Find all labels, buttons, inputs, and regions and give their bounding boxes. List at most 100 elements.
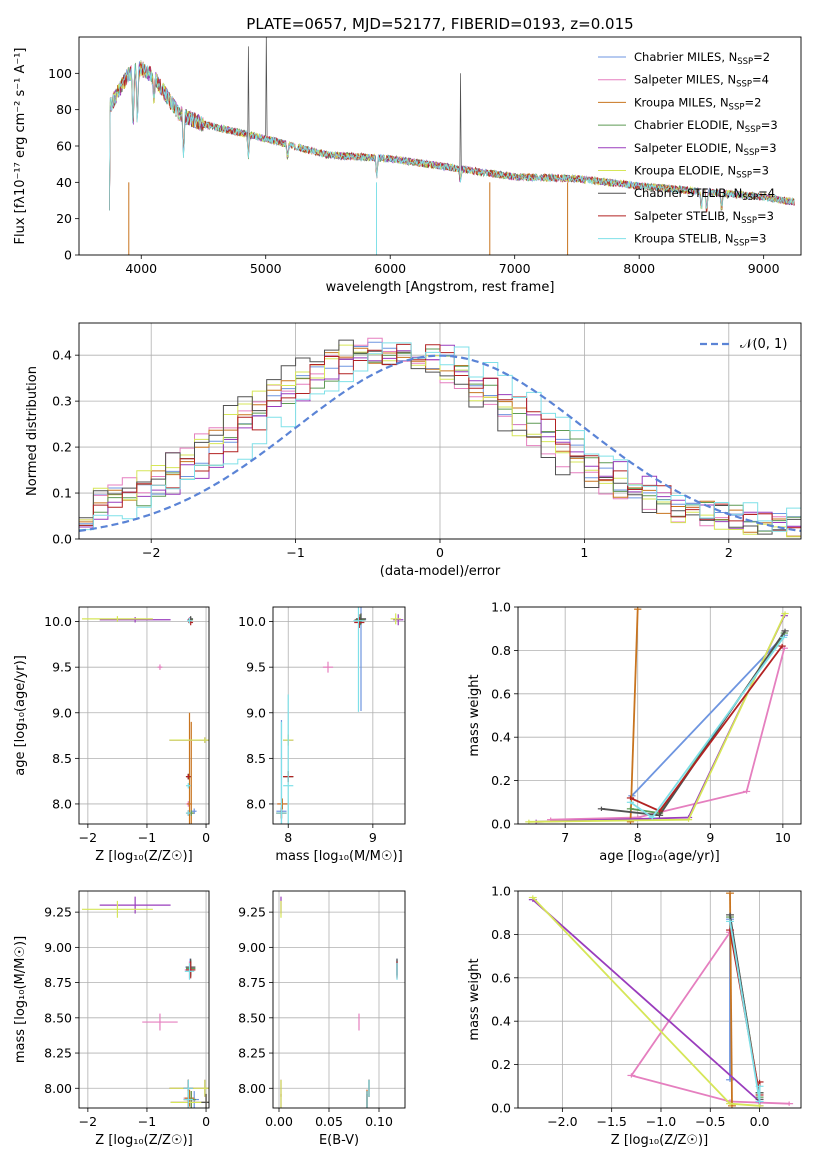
weight-point [755, 1084, 764, 1089]
y-tick-label: 8.0 [52, 796, 72, 811]
legend-sub: SSP [741, 216, 757, 226]
ssp-point [219, 1094, 228, 1111]
x-axis-label: wavelength [Angstrom, rest frame] [326, 280, 555, 295]
x-tick-label: −2 [142, 545, 160, 560]
x-tick-label: −1 [138, 1114, 156, 1129]
x-tick-label: −1.0 [646, 1114, 676, 1129]
x-tick-label: 0.10 [365, 1114, 393, 1129]
legend-sub: SSP [737, 57, 753, 67]
y-tick-label: 100 [48, 66, 72, 81]
y-tick-label: 0.4 [491, 1014, 511, 1029]
weight-line-kroupa-miles [629, 609, 639, 822]
y-tick-label: 8.50 [44, 1010, 72, 1025]
weight-line-kroupa-stelib [729, 921, 761, 1102]
y-tick-label: 8.25 [44, 1046, 72, 1061]
panel-age-vs-Z: −2 −1 0 8.0 8.5 9.0 9.5 10.0 Z [log₁₀(Z/Z☉)] age … [13, 606, 210, 864]
axes-frame [78, 322, 802, 540]
weight-point [755, 1103, 764, 1108]
figure-title: PLATE=0657, MJD=52177, FIBERID=0193, z=0… [246, 15, 633, 33]
legend-sub: SSP [736, 171, 752, 181]
weight-point [779, 635, 788, 640]
y-tick-label: 0 [64, 248, 72, 263]
y-tick-label: 0.3 [52, 394, 72, 409]
ssp-point [366, 1091, 368, 1108]
y-tick-label: 8.75 [44, 975, 72, 990]
weight-point [627, 1073, 636, 1078]
legend-label: Chabrier MILES, NSSP=2 [634, 50, 770, 67]
weight-point [742, 789, 751, 794]
spectrum-line-salpeter-stelib [109, 61, 795, 213]
axes-frame [517, 890, 802, 1109]
x-tick-label: −1 [138, 830, 156, 845]
weight-point [726, 1101, 734, 1106]
legend-sub: SSP [744, 148, 760, 158]
x-tick-label: 8 [284, 830, 292, 845]
y-tick-label: 9.5 [246, 660, 266, 675]
y-tick-label: 1.0 [491, 884, 511, 899]
legend-label: Chabrier ELODIE, NSSP=3 [634, 118, 778, 135]
legend: Chabrier MILES, NSSP=2 Salpeter MILES, NS… [598, 50, 778, 249]
x-tick-label: 8 [634, 830, 642, 845]
ssp-point [355, 614, 366, 626]
weight-point [778, 643, 786, 649]
legend-label: 𝒩(0, 1) [740, 337, 787, 352]
x-axis-label: Z [log₁₀(Z/Z☉)] [95, 849, 192, 864]
y-axis-label: mass [log₁₀(M/M☉)] [13, 936, 28, 1063]
panel-weight-vs-Z: −2.0 −1.5 −1.0 −0.5 0.0 0.0 0.2 0.4 0.6 0.8 1.0 Z [… [467, 884, 802, 1148]
x-tick-label: 5000 [250, 261, 282, 276]
x-tick-label: −1.5 [596, 1114, 626, 1129]
y-axis-label: Normed distribution [25, 366, 40, 496]
y-tick-label: 20 [56, 211, 72, 226]
weight-point [781, 611, 789, 616]
ssp-point [276, 721, 287, 824]
panel-age-vs-mass: 8 9 8.0 8.5 9.0 9.5 10.0 mass [log₁₀(M/M☉)] [238, 606, 406, 864]
x-tick-label: −2 [79, 1114, 97, 1129]
weight-point [626, 800, 635, 805]
weight-point [634, 607, 642, 612]
ssp-point [169, 1079, 209, 1097]
ssp-point [185, 961, 196, 979]
legend-label: Salpeter ELODIE, NSSP=3 [634, 141, 777, 158]
weight-line-salpeter-miles [550, 647, 786, 821]
y-tick-label: 40 [56, 175, 72, 190]
ssp-point [183, 1091, 194, 1108]
x-axis-label: Z [log₁₀(Z/Z☉)] [95, 1133, 192, 1148]
ssp-point [358, 1013, 360, 1031]
plot-area-mass-vs-Z [81, 896, 228, 1111]
ssp-point [185, 773, 191, 780]
y-tick-label: 0.8 [491, 643, 511, 658]
spectrum-line-kroupa-stelib [109, 62, 795, 211]
plot-area-weight-vs-Z [528, 891, 794, 1108]
ssp-point [201, 1093, 209, 1108]
y-tick-label: 9.00 [44, 940, 72, 955]
x-tick-label: 0.05 [315, 1114, 343, 1129]
plot-area-age-vs-Z [81, 616, 209, 824]
legend-count: =3 [752, 164, 769, 178]
ssp-point [185, 810, 191, 816]
x-tick-label: 0.00 [265, 1114, 293, 1129]
x-tick-label: 0 [436, 545, 444, 560]
legend-count: =2 [744, 95, 761, 109]
y-tick-label: 1.0 [491, 600, 511, 615]
ssp-point [191, 808, 197, 814]
y-tick-label: 9.25 [44, 905, 72, 920]
x-tick-label: 9 [706, 830, 714, 845]
histogram-salpeter-stelib [79, 343, 801, 532]
legend-sub: SSP [742, 193, 758, 203]
y-tick-label: 0.1 [52, 486, 72, 501]
y-tick-label: 80 [56, 102, 72, 117]
x-tick-label: 0.0 [750, 1114, 770, 1129]
ssp-point [390, 613, 401, 625]
x-tick-label: −0.5 [695, 1114, 725, 1129]
plot-area-residuals [79, 337, 801, 538]
y-tick-label: 0.4 [52, 348, 72, 363]
legend-label: Salpeter MILES, NSSP=4 [634, 73, 769, 90]
ssp-point [142, 1013, 178, 1031]
x-tick-label: −1 [286, 545, 304, 560]
y-tick-label: 0.2 [491, 773, 511, 788]
legend-sub: SSP [734, 239, 750, 249]
x-tick-label: 1 [580, 545, 588, 560]
y-tick-label: 8.5 [246, 751, 266, 766]
panel-mass-vs-ebv: 0.00 0.05 0.10 8.00 8.25 8.50 8.75 9.00 9.25 E(B-… [238, 890, 406, 1148]
